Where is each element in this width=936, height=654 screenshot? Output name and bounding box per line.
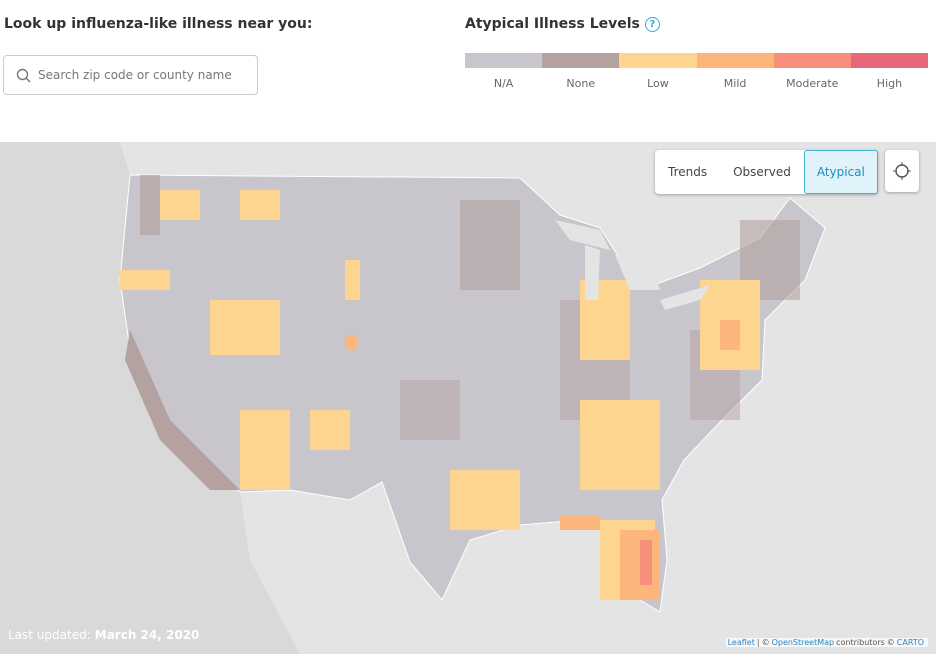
legend-swatch [619, 53, 697, 68]
legend-title-row: Atypical Illness Levels? [465, 16, 660, 32]
legend: N/A None Low Mild Moderate High [465, 53, 929, 90]
attribution-link[interactable]: OpenStreetMap [771, 638, 835, 647]
search-icon [16, 68, 31, 83]
legend-swatch [542, 53, 620, 68]
legend-label: None [566, 77, 596, 90]
legend-swatch [696, 53, 774, 68]
low-areas [120, 190, 760, 600]
great-lakes [555, 220, 710, 310]
search-title: Look up influenza-like illness near you: [4, 16, 313, 32]
attribution-text: contributors [836, 638, 885, 647]
help-icon[interactable]: ? [644, 16, 660, 32]
map [0, 142, 936, 654]
view-button[interactable]: Trends [668, 165, 708, 179]
attribution: Leaflet | © OpenStreetMap contributors © CARTO [725, 638, 928, 647]
search-box[interactable]: Search zip code or county name [3, 55, 258, 95]
legend-label: N/A [493, 77, 514, 90]
legend-swatch [773, 53, 851, 68]
legend-bar [465, 53, 929, 68]
legend-label: Moderate [786, 77, 839, 90]
attribution-text: © [886, 638, 895, 647]
legend-swatch [850, 53, 929, 68]
last-updated-date: March 24, 2020 [94, 628, 200, 642]
moderate-area [640, 540, 652, 585]
view-button[interactable]: Atypical [803, 150, 878, 194]
locate-button[interactable] [885, 150, 919, 192]
attribution-link[interactable]: CARTO [896, 638, 924, 647]
us-counties [119, 174, 826, 613]
legend-labels: N/A None Low Mild Moderate High [465, 77, 928, 90]
view-toggle: Trends Observed Atypical [655, 150, 878, 194]
last-updated-label: Last updated: [8, 628, 91, 642]
search-placeholder: Search zip code or county name [38, 68, 232, 82]
attribution-text: | [756, 638, 760, 647]
legend-label: Low [647, 77, 669, 90]
legend-label: High [876, 77, 903, 90]
attribution-link[interactable]: Leaflet [727, 638, 755, 647]
last-updated: Last updated: March 24, 2020 [8, 628, 199, 642]
attribution-text: © [761, 638, 770, 647]
locate-icon [893, 162, 911, 180]
legend-title: Atypical Illness Levels [465, 16, 640, 32]
legend-label: Mild [723, 77, 747, 90]
view-button[interactable]: Observed [733, 165, 791, 179]
legend-swatch [465, 53, 543, 68]
